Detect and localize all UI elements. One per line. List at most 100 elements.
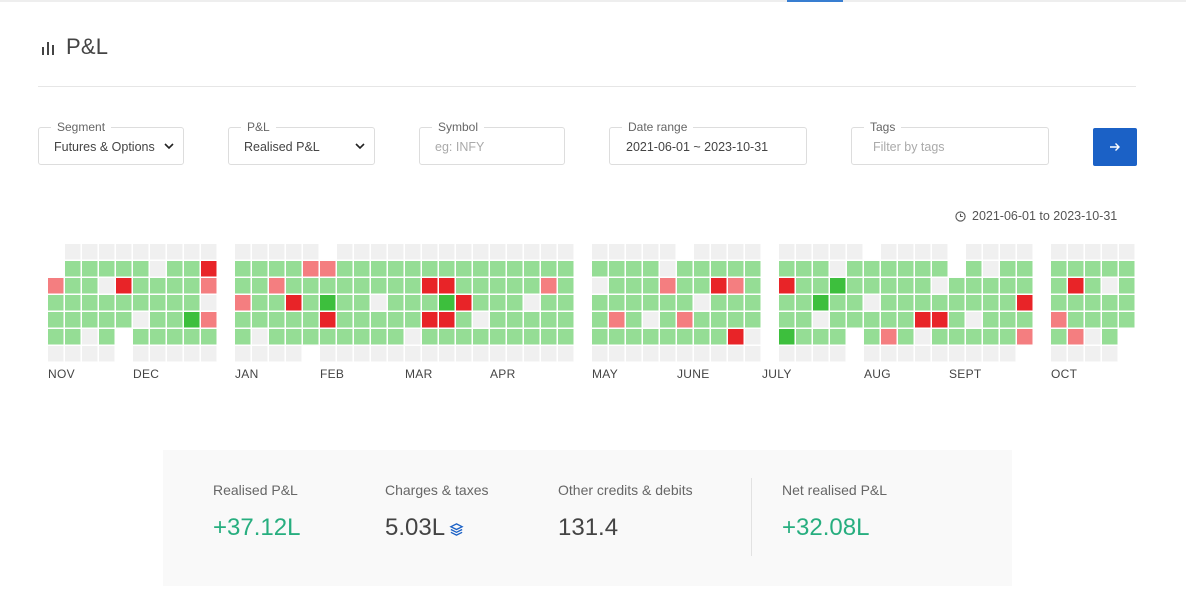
heatmap-day-cell[interactable] bbox=[167, 278, 183, 294]
heatmap-day-cell[interactable] bbox=[728, 278, 744, 294]
heatmap-day-cell[interactable] bbox=[303, 329, 319, 345]
heatmap-day-cell[interactable] bbox=[847, 261, 863, 277]
heatmap-day-cell[interactable] bbox=[201, 346, 217, 362]
heatmap-day-cell[interactable] bbox=[1102, 295, 1118, 311]
heatmap-day-cell[interactable] bbox=[779, 346, 795, 362]
heatmap-day-cell[interactable] bbox=[422, 346, 438, 362]
heatmap-day-cell[interactable] bbox=[745, 312, 761, 328]
heatmap-day-cell[interactable] bbox=[1102, 346, 1118, 362]
heatmap-day-cell[interactable] bbox=[133, 244, 149, 260]
heatmap-day-cell[interactable] bbox=[830, 329, 846, 345]
tags-input[interactable]: Tags Filter by tags bbox=[851, 120, 1049, 165]
heatmap-day-cell[interactable] bbox=[881, 295, 897, 311]
heatmap-day-cell[interactable] bbox=[779, 261, 795, 277]
heatmap-day-cell[interactable] bbox=[1000, 244, 1016, 260]
heatmap-day-cell[interactable] bbox=[932, 329, 948, 345]
heatmap-day-cell[interactable] bbox=[524, 346, 540, 362]
heatmap-day-cell[interactable] bbox=[983, 261, 999, 277]
heatmap-day-cell[interactable] bbox=[371, 312, 387, 328]
heatmap-day-cell[interactable] bbox=[252, 312, 268, 328]
heatmap-day-cell[interactable] bbox=[609, 346, 625, 362]
heatmap-day-cell[interactable] bbox=[388, 278, 404, 294]
heatmap-day-cell[interactable] bbox=[116, 312, 132, 328]
heatmap-day-cell[interactable] bbox=[660, 312, 676, 328]
heatmap-day-cell[interactable] bbox=[490, 278, 506, 294]
heatmap-day-cell[interactable] bbox=[745, 278, 761, 294]
heatmap-day-cell[interactable] bbox=[779, 295, 795, 311]
heatmap-day-cell[interactable] bbox=[847, 278, 863, 294]
heatmap-day-cell[interactable] bbox=[915, 312, 931, 328]
heatmap-day-cell[interactable] bbox=[983, 346, 999, 362]
heatmap-day-cell[interactable] bbox=[830, 261, 846, 277]
heatmap-day-cell[interactable] bbox=[235, 312, 251, 328]
heatmap-day-cell[interactable] bbox=[490, 346, 506, 362]
heatmap-day-cell[interactable] bbox=[932, 312, 948, 328]
heatmap-day-cell[interactable] bbox=[456, 312, 472, 328]
heatmap-day-cell[interactable] bbox=[473, 346, 489, 362]
heatmap-day-cell[interactable] bbox=[677, 329, 693, 345]
heatmap-day-cell[interactable] bbox=[439, 295, 455, 311]
heatmap-day-cell[interactable] bbox=[728, 261, 744, 277]
heatmap-day-cell[interactable] bbox=[337, 346, 353, 362]
pnl-select[interactable]: P&L Realised P&L bbox=[228, 120, 375, 165]
heatmap-day-cell[interactable] bbox=[1068, 346, 1084, 362]
heatmap-day-cell[interactable] bbox=[796, 295, 812, 311]
heatmap-day-cell[interactable] bbox=[728, 244, 744, 260]
heatmap-day-cell[interactable] bbox=[983, 295, 999, 311]
heatmap-day-cell[interactable] bbox=[354, 312, 370, 328]
heatmap-day-cell[interactable] bbox=[405, 329, 421, 345]
heatmap-day-cell[interactable] bbox=[371, 278, 387, 294]
heatmap-day-cell[interactable] bbox=[881, 329, 897, 345]
heatmap-day-cell[interactable] bbox=[201, 244, 217, 260]
heatmap-day-cell[interactable] bbox=[966, 346, 982, 362]
heatmap-day-cell[interactable] bbox=[847, 244, 863, 260]
heatmap-day-cell[interactable] bbox=[473, 295, 489, 311]
heatmap-day-cell[interactable] bbox=[252, 278, 268, 294]
heatmap-day-cell[interactable] bbox=[813, 295, 829, 311]
heatmap-day-cell[interactable] bbox=[609, 244, 625, 260]
heatmap-day-cell[interactable] bbox=[796, 278, 812, 294]
heatmap-day-cell[interactable] bbox=[337, 244, 353, 260]
heatmap-day-cell[interactable] bbox=[184, 244, 200, 260]
heatmap-day-cell[interactable] bbox=[82, 261, 98, 277]
heatmap-day-cell[interactable] bbox=[48, 346, 64, 362]
heatmap-day-cell[interactable] bbox=[711, 261, 727, 277]
heatmap-day-cell[interactable] bbox=[1085, 261, 1101, 277]
heatmap-day-cell[interactable] bbox=[252, 244, 268, 260]
heatmap-day-cell[interactable] bbox=[830, 312, 846, 328]
heatmap-day-cell[interactable] bbox=[456, 278, 472, 294]
heatmap-day-cell[interactable] bbox=[1085, 329, 1101, 345]
heatmap-day-cell[interactable] bbox=[354, 278, 370, 294]
heatmap-day-cell[interactable] bbox=[558, 244, 574, 260]
heatmap-day-cell[interactable] bbox=[915, 329, 931, 345]
heatmap-day-cell[interactable] bbox=[269, 346, 285, 362]
heatmap-day-cell[interactable] bbox=[201, 329, 217, 345]
heatmap-day-cell[interactable] bbox=[1000, 346, 1016, 362]
heatmap-day-cell[interactable] bbox=[660, 261, 676, 277]
heatmap-day-cell[interactable] bbox=[541, 295, 557, 311]
heatmap-day-cell[interactable] bbox=[1068, 261, 1084, 277]
heatmap-day-cell[interactable] bbox=[694, 278, 710, 294]
heatmap-day-cell[interactable] bbox=[65, 295, 81, 311]
heatmap-day-cell[interactable] bbox=[1068, 329, 1084, 345]
heatmap-day-cell[interactable] bbox=[541, 278, 557, 294]
heatmap-day-cell[interactable] bbox=[1119, 244, 1135, 260]
heatmap-day-cell[interactable] bbox=[235, 346, 251, 362]
heatmap-day-cell[interactable] bbox=[592, 329, 608, 345]
heatmap-day-cell[interactable] bbox=[473, 244, 489, 260]
heatmap-day-cell[interactable] bbox=[1000, 261, 1016, 277]
heatmap-day-cell[interactable] bbox=[405, 244, 421, 260]
heatmap-day-cell[interactable] bbox=[1051, 312, 1067, 328]
heatmap-day-cell[interactable] bbox=[269, 244, 285, 260]
heatmap-day-cell[interactable] bbox=[422, 295, 438, 311]
heatmap-day-cell[interactable] bbox=[507, 329, 523, 345]
heatmap-day-cell[interactable] bbox=[524, 278, 540, 294]
heatmap-day-cell[interactable] bbox=[286, 346, 302, 362]
heatmap-day-cell[interactable] bbox=[337, 312, 353, 328]
heatmap-day-cell[interactable] bbox=[235, 295, 251, 311]
heatmap-day-cell[interactable] bbox=[1017, 244, 1033, 260]
heatmap-day-cell[interactable] bbox=[898, 261, 914, 277]
heatmap-day-cell[interactable] bbox=[303, 244, 319, 260]
heatmap-day-cell[interactable] bbox=[813, 278, 829, 294]
heatmap-day-cell[interactable] bbox=[150, 329, 166, 345]
